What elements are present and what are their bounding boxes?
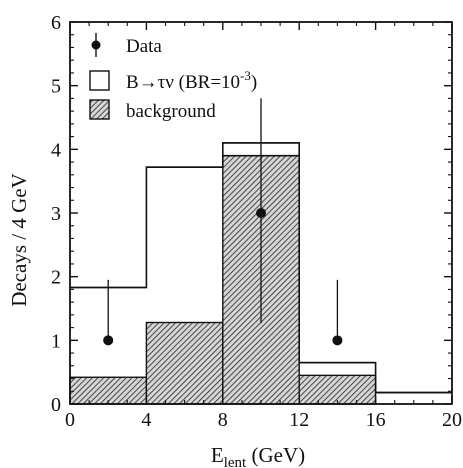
y-tick-label: 5 — [51, 76, 61, 98]
legend-signal-label: B→τν (BR=10-3) — [126, 68, 257, 93]
y-tick-label: 2 — [51, 267, 61, 289]
background-bars — [69, 154, 377, 405]
legend-background-label: background — [126, 101, 216, 122]
data-marker — [256, 208, 266, 218]
x-tick-label: 16 — [366, 409, 386, 431]
legend: Data B→τν (BR=10-3) background — [89, 33, 257, 122]
y-tick-label: 0 — [51, 394, 61, 416]
y-tick-label: 6 — [51, 12, 61, 34]
data-points — [103, 98, 343, 346]
y-tick-label: 3 — [51, 203, 61, 225]
y-axis-label: Decays / 4 GeV — [7, 173, 31, 307]
data-marker — [103, 335, 114, 346]
legend-data-marker — [91, 33, 101, 57]
data-point — [332, 279, 343, 346]
legend-signal-label-exp: -3 — [240, 68, 251, 83]
x-axis-label-sub: lent — [224, 455, 247, 468]
data-marker — [332, 335, 343, 346]
x-tick-label: 4 — [141, 409, 151, 431]
y-tick-label: 4 — [51, 139, 61, 161]
background-bar — [298, 374, 377, 405]
x-axis-label: Elent (GeV) — [211, 443, 305, 468]
background-bar — [69, 376, 148, 405]
x-tick-label: 8 — [218, 409, 228, 431]
legend-signal-swatch — [89, 70, 110, 91]
x-tick-label: 0 — [65, 409, 75, 431]
legend-background-swatch — [89, 99, 110, 120]
x-axis-label-main: E — [211, 443, 224, 467]
background-bar — [145, 321, 224, 405]
legend-data-label: Data — [126, 36, 162, 57]
legend-signal-label-main: B→τν (BR=10 — [126, 72, 240, 93]
data-point — [256, 98, 266, 324]
x-tick-label: 12 — [289, 409, 309, 431]
x-tick-label: 20 — [442, 409, 462, 431]
y-tick-label: 1 — [51, 330, 61, 352]
data-point — [103, 279, 114, 346]
legend-signal-label-end: ) — [251, 72, 257, 93]
x-axis-label-unit: (GeV) — [246, 443, 305, 467]
